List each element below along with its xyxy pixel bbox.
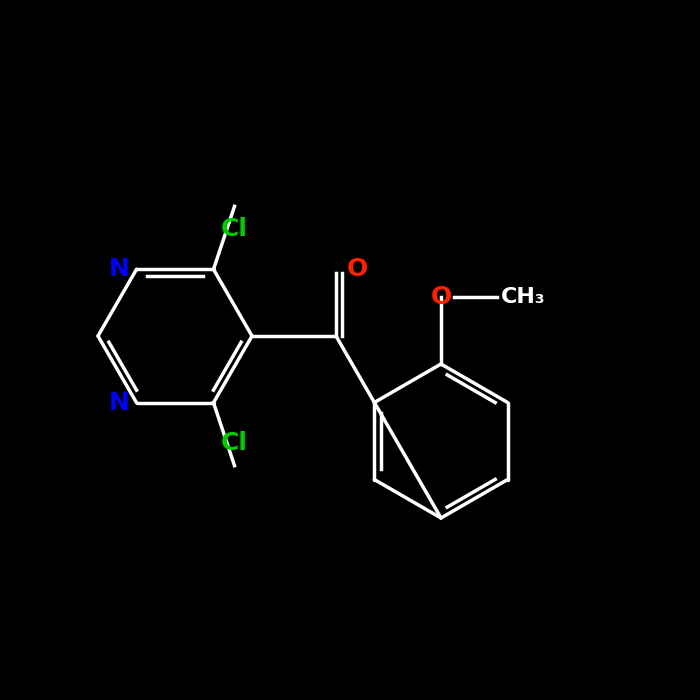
Text: CH₃: CH₃ xyxy=(500,288,545,307)
Text: Cl: Cl xyxy=(221,431,248,455)
Text: O: O xyxy=(346,258,368,281)
Text: N: N xyxy=(108,258,130,281)
Text: N: N xyxy=(108,391,130,414)
Text: O: O xyxy=(430,286,452,309)
Text: Cl: Cl xyxy=(221,217,248,241)
